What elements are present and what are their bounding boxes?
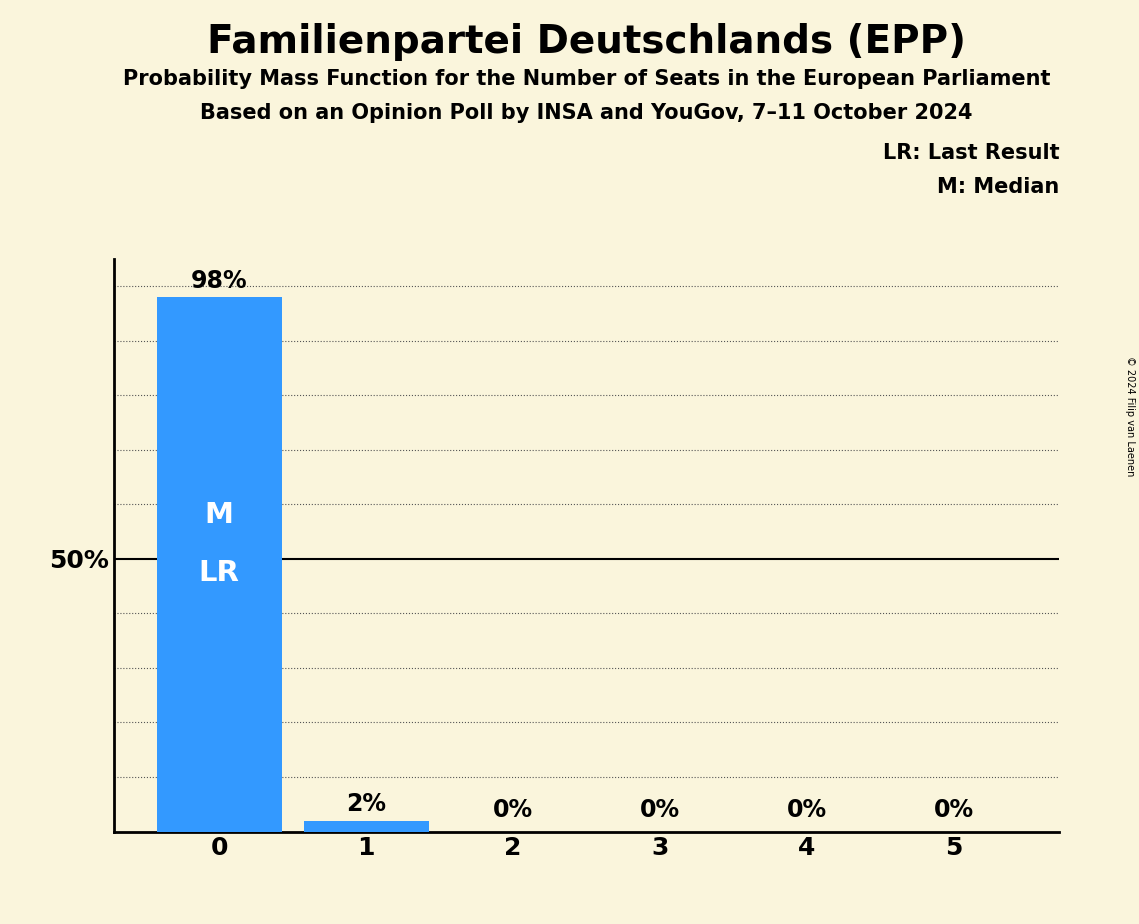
- Text: LR: Last Result: LR: Last Result: [883, 143, 1059, 164]
- Text: M: Median: M: Median: [937, 177, 1059, 198]
- Text: Probability Mass Function for the Number of Seats in the European Parliament: Probability Mass Function for the Number…: [123, 69, 1050, 90]
- Text: 0%: 0%: [934, 797, 974, 821]
- Text: 0%: 0%: [787, 797, 827, 821]
- Text: Familienpartei Deutschlands (EPP): Familienpartei Deutschlands (EPP): [207, 23, 966, 61]
- Text: 2%: 2%: [346, 792, 386, 816]
- Bar: [157, 297, 281, 832]
- Text: 0%: 0%: [493, 797, 533, 821]
- Text: 98%: 98%: [191, 269, 247, 293]
- Text: 0%: 0%: [640, 797, 680, 821]
- Text: © 2024 Filip van Laenen: © 2024 Filip van Laenen: [1125, 356, 1134, 476]
- Text: LR: LR: [199, 559, 239, 587]
- Bar: [304, 821, 428, 832]
- Text: Based on an Opinion Poll by INSA and YouGov, 7–11 October 2024: Based on an Opinion Poll by INSA and You…: [200, 103, 973, 124]
- Text: M: M: [205, 501, 233, 529]
